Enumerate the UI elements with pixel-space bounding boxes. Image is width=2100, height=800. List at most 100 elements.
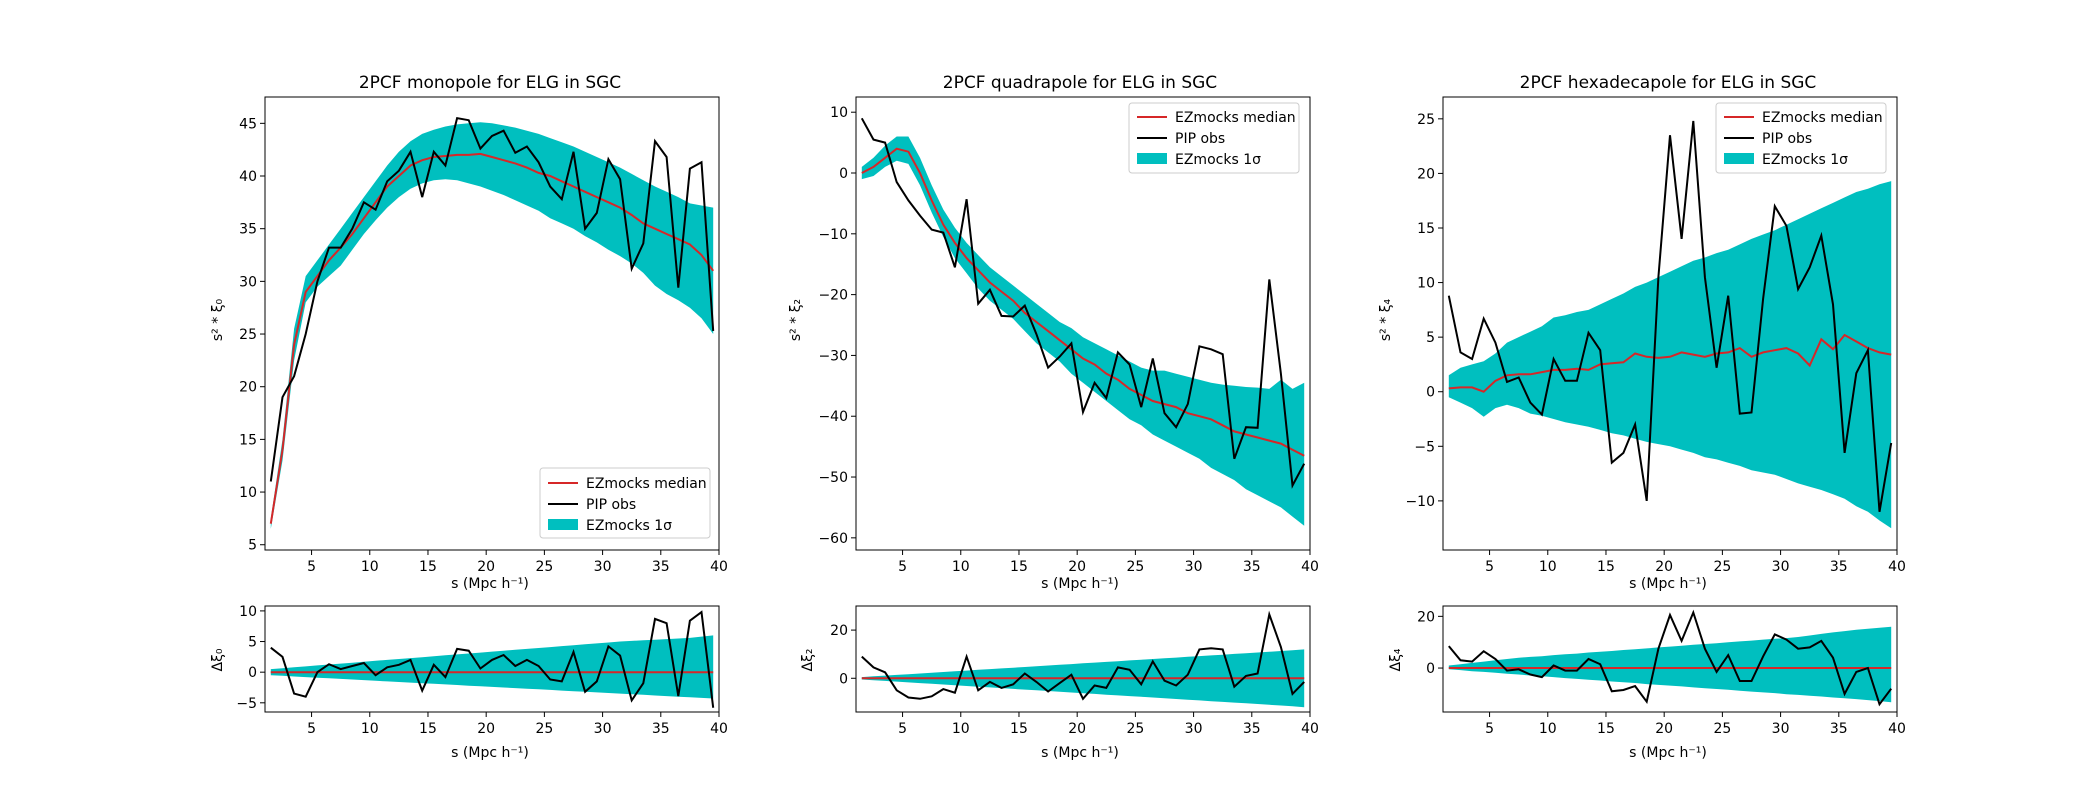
legend-frame (1128, 102, 1300, 174)
axes-frame (264, 96, 720, 551)
y-tick-label: 20 (239, 380, 257, 396)
legend-band-swatch (548, 519, 578, 530)
y-tick-label: 0 (248, 665, 257, 681)
x-tick-label: 20 (477, 721, 495, 737)
legend-frame (1715, 102, 1887, 174)
pip-obs-line (270, 610, 715, 708)
y-tick-label: −20 (818, 288, 848, 304)
y-axis-label: s² * ξ₂ (788, 299, 804, 341)
x-tick-label: 25 (1713, 721, 1731, 737)
x-tick-label: 15 (1597, 721, 1615, 737)
y-tick-label: 20 (1417, 609, 1435, 625)
x-axis-label: s (Mpc h⁻¹) (1629, 745, 1707, 761)
x-tick-label: 35 (1830, 559, 1848, 575)
legend-band-label: EZmocks 1σ (586, 518, 672, 534)
y-tick-label: 0 (1426, 661, 1435, 677)
x-tick-label: 30 (1772, 721, 1790, 737)
monopole-panel: 2PCF monopole for ELG in SGC s (Mpc h⁻¹)… (210, 73, 728, 592)
x-tick-label: 10 (952, 721, 970, 737)
quadrapole-panel: 2PCF quadrapole for ELG in SGC s (Mpc h⁻… (788, 73, 1319, 592)
monopole-residual-panel: s (Mpc h⁻¹) Δξ₀ 5 10 15 20 25 30 35 40 −5 0 5 10 (210, 604, 728, 761)
x-tick-label: 5 (1485, 721, 1494, 737)
pip-obs-line (269, 116, 715, 482)
y-tick-label: 10 (830, 105, 848, 121)
y-tick-label: 5 (1426, 330, 1435, 346)
x-tick-label: 40 (1301, 721, 1319, 737)
x-tick-label: 20 (1655, 721, 1673, 737)
x-tick-label: 25 (1126, 721, 1144, 737)
x-tick-label: 30 (1185, 721, 1203, 737)
x-tick-label: 10 (1539, 559, 1557, 575)
y-tick-label: 20 (1417, 166, 1435, 182)
axes-frame (264, 605, 720, 713)
pip-obs-line (860, 117, 1306, 489)
y-tick-label: 15 (239, 432, 257, 448)
x-tick-label: 10 (361, 721, 379, 737)
x-tick-label: 20 (1068, 721, 1086, 737)
legend-band-label: EZmocks 1σ (1762, 152, 1848, 168)
x-tick-label: 10 (361, 559, 379, 575)
x-tick-label: 25 (1126, 559, 1144, 575)
y-tick-label: 0 (839, 166, 848, 182)
plot-area (270, 610, 715, 708)
x-tick-label: 10 (952, 559, 970, 575)
y-tick-label: 20 (830, 623, 848, 639)
ezmocks-1sigma-band (1448, 181, 1892, 529)
x-tick-label: 30 (594, 559, 612, 575)
y-tick-label: −5 (1414, 439, 1435, 455)
x-axis-label: s (Mpc h⁻¹) (451, 745, 529, 761)
legend-median-label: EZmocks median (1175, 110, 1296, 126)
x-tick-label: 35 (1830, 721, 1848, 737)
y-axis-label: Δξ₄ (1388, 648, 1404, 671)
y-tick-label: −30 (818, 348, 848, 364)
x-tick-label: 35 (1243, 721, 1261, 737)
axes-frame (855, 96, 1311, 551)
x-tick-label: 40 (710, 559, 728, 575)
hexadecapole-panel: 2PCF hexadecapole for ELG in SGC s (Mpc … (1378, 73, 1906, 592)
legend-median-label: EZmocks median (1762, 110, 1883, 126)
y-tick-label: 25 (1417, 112, 1435, 128)
x-tick-label: 40 (1301, 559, 1319, 575)
x-tick-label: 5 (898, 559, 907, 575)
y-tick-label: 30 (239, 274, 257, 290)
x-tick-label: 15 (419, 559, 437, 575)
y-tick-label: 5 (248, 635, 257, 651)
y-tick-label: −50 (818, 470, 848, 486)
y-tick-label: 5 (248, 538, 257, 554)
ezmocks-1sigma-band (270, 122, 714, 529)
x-tick-label: 35 (1243, 559, 1261, 575)
x-tick-label: 25 (535, 559, 553, 575)
legend-median-label: EZmocks median (586, 476, 707, 492)
plot-area (269, 116, 715, 529)
x-tick-label: 35 (652, 559, 670, 575)
legend-obs-label: PIP obs (586, 497, 636, 513)
y-tick-label: −5 (236, 696, 257, 712)
pip-obs-line (861, 610, 1305, 701)
x-tick-label: 20 (477, 559, 495, 575)
y-axis-label: Δξ₀ (210, 648, 226, 671)
y-tick-label: 10 (1417, 276, 1435, 292)
x-tick-label: 10 (1539, 721, 1557, 737)
x-tick-label: 15 (1010, 559, 1028, 575)
x-tick-label: 40 (1888, 721, 1906, 737)
x-tick-label: 40 (1888, 559, 1906, 575)
pip-obs-line (1448, 609, 1892, 707)
x-tick-label: 5 (898, 721, 907, 737)
y-tick-label: 25 (239, 327, 257, 343)
y-tick-label: 10 (239, 604, 257, 620)
x-axis-label: s (Mpc h⁻¹) (1041, 745, 1119, 761)
y-tick-label: −60 (818, 531, 848, 547)
x-tick-label: 30 (1185, 559, 1203, 575)
x-tick-label: 35 (652, 721, 670, 737)
x-tick-label: 5 (307, 559, 316, 575)
legend-frame (539, 467, 711, 539)
legend-band-swatch (1724, 153, 1754, 164)
x-tick-label: 30 (1772, 559, 1790, 575)
legend: EZmocks median PIP obs EZmocks 1σ (1715, 102, 1887, 174)
y-tick-label: 0 (1426, 385, 1435, 401)
quadrapole-residual-panel: s (Mpc h⁻¹) Δξ₂ 5 10 15 20 25 30 35 40 0 20 (800, 605, 1319, 761)
panel-title: 2PCF monopole for ELG in SGC (359, 73, 621, 93)
y-tick-label: 45 (239, 116, 257, 132)
plot-area (861, 610, 1305, 708)
